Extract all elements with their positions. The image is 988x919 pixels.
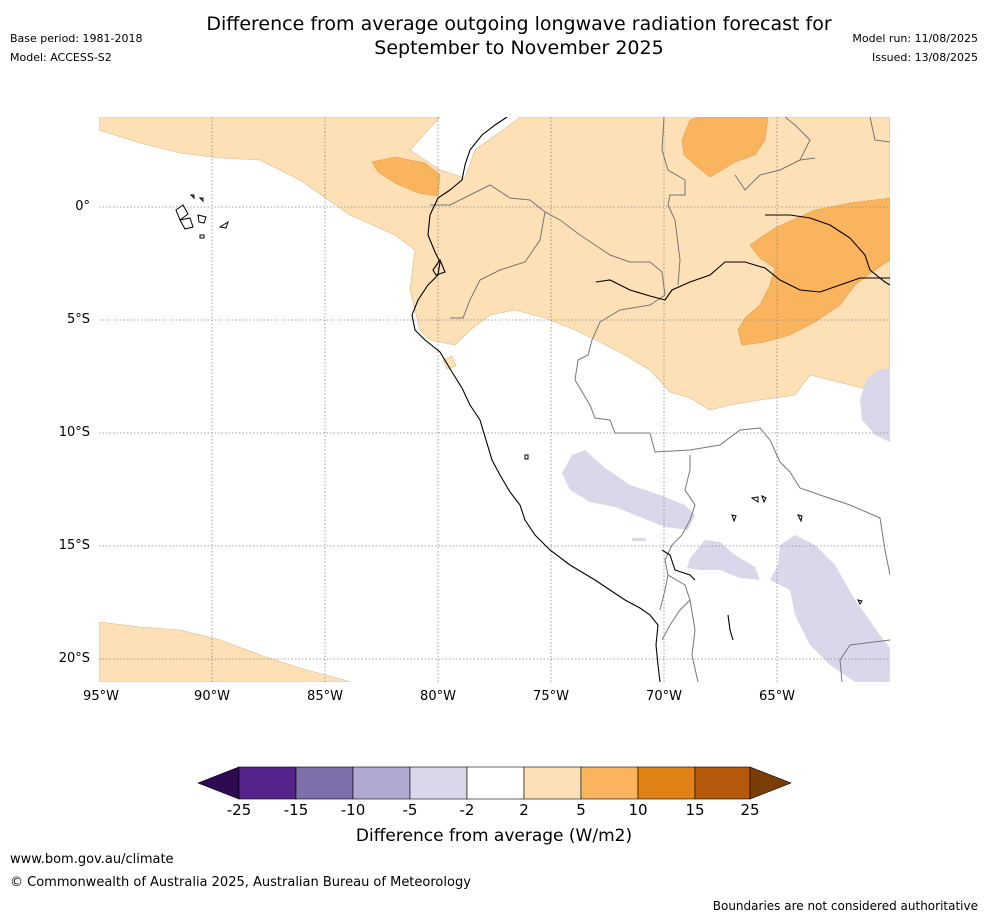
title-line-2: September to November 2025: [374, 37, 664, 59]
colorbar-tick: 10: [628, 801, 648, 819]
anomaly-region-5-to-10-east: [737, 197, 890, 346]
base-period-text: Base period: 1981-2018: [10, 32, 143, 45]
title-line-1: Difference from average outgoing longwav…: [206, 13, 832, 35]
lon-label-70w: 70°W: [646, 689, 682, 704]
colorbar-extension-high: [749, 766, 792, 800]
colorbar-tick: 5: [576, 801, 586, 819]
colorbar-segment-1: [238, 766, 297, 800]
colorbar-tick: 25: [740, 801, 760, 819]
lat-label-15s: 15°S: [58, 538, 90, 553]
lat-label-10s: 10°S: [58, 425, 90, 440]
lon-label-85w: 85°W: [307, 689, 343, 704]
lon-label-65w: 65°W: [759, 689, 795, 704]
anomaly-region-neg5-to-neg2-east: [860, 368, 890, 442]
anomaly-region-neg5-to-neg2-central: [562, 450, 695, 530]
colorbar-segment-6: [523, 766, 582, 800]
anomaly-region-2-to-5-southwest: [99, 621, 351, 682]
anomaly-region-2-to-5-north: [99, 117, 890, 411]
graticule: [99, 117, 890, 682]
colorbar-tick: 2: [519, 801, 529, 819]
lakes: [524, 454, 863, 605]
galapagos-islands: [175, 194, 229, 239]
colorbar-segment-4: [409, 766, 468, 800]
colorbar-extension-low: [197, 766, 240, 800]
colorbar-segment-9: [694, 766, 751, 800]
country-borders: [430, 117, 890, 682]
colorbar-tick: -5: [402, 801, 418, 819]
colorbar-tick: -15: [283, 801, 309, 819]
anomaly-region-neg5-to-neg2-altiplano: [687, 540, 760, 580]
colorbar-tick: -10: [340, 801, 366, 819]
issued-text: Issued: 13/08/2025: [871, 51, 978, 64]
colorbar: [197, 766, 792, 800]
colorbar-tick: 15: [685, 801, 705, 819]
lat-label-0: 0°: [75, 199, 90, 214]
model-run-text: Model run: 11/08/2025: [852, 32, 978, 45]
colorbar-tick: -25: [226, 801, 252, 819]
anomaly-region-5-to-10-northwest: [371, 156, 441, 197]
footer-copyright: © Commonwealth of Australia 2025, Austra…: [10, 875, 471, 890]
colorbar-segment-8: [637, 766, 696, 800]
lon-label-95w: 95°W: [83, 689, 119, 704]
colorbar-segment-7: [580, 766, 639, 800]
map-plot-area: [99, 117, 890, 682]
anomaly-region-5-to-10-northeast: [681, 117, 769, 178]
anomaly-region-neg5-to-neg2-spot: [632, 538, 646, 541]
coastline: [411, 117, 890, 682]
lat-label-5s: 5°S: [66, 312, 90, 327]
footer-disclaimer: Boundaries are not considered authoritat…: [712, 899, 978, 913]
footer-url: www.bom.gov.au/climate: [10, 852, 174, 867]
lon-label-80w: 80°W: [420, 689, 456, 704]
map-title: Difference from average outgoing longwav…: [0, 12, 988, 60]
lon-label-90w: 90°W: [194, 689, 230, 704]
colorbar-segment-3: [352, 766, 411, 800]
colorbar-label: Difference from average (W/m2): [355, 826, 633, 846]
model-text: Model: ACCESS-S2: [10, 51, 112, 64]
colorbar-segment-5: [466, 766, 525, 800]
anomaly-region-neg5-to-neg2-south: [770, 535, 890, 682]
lon-label-75w: 75°W: [533, 689, 569, 704]
colorbar-segment-2: [295, 766, 354, 800]
anomaly-spot-2-to-5-coast: [442, 355, 457, 370]
lat-label-20s: 20°S: [58, 651, 90, 666]
colorbar-tick: -2: [459, 801, 475, 819]
